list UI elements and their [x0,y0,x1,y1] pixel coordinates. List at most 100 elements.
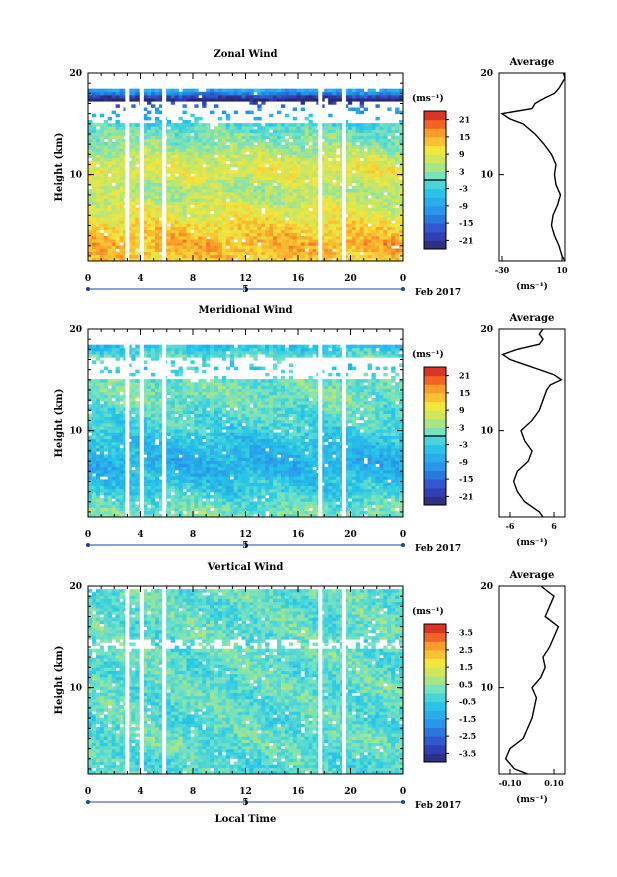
heat-cell [336,223,340,227]
heat-cell [297,504,301,508]
heat-cell [108,142,112,146]
heat-cell [395,252,399,256]
heat-cell [261,227,265,231]
heat-cell [183,123,187,127]
heat-cell [368,230,372,234]
heat-cell [379,164,383,168]
heat-cell [246,142,250,146]
heat-cell [360,129,364,133]
heat-cell [356,220,360,224]
colorbar-segment [424,128,446,137]
heat-cell [131,227,135,231]
heat-cell [257,501,261,505]
heat-cell [246,136,250,140]
heat-cell [234,214,238,218]
heat-cell [269,495,273,499]
heat-cell [100,145,104,149]
heat-cell [226,186,230,190]
heat-cell [226,192,230,196]
heat-cell [222,508,226,512]
heat-cell [202,167,206,171]
heat-cell [383,158,387,162]
heat-cell [249,236,253,240]
heat-cell [214,239,218,243]
heat-cell [305,92,309,96]
heat-cell [242,252,246,256]
heat-cell [194,126,198,130]
heat-cell [375,167,379,171]
heat-cell [253,230,257,234]
heat-cell [277,498,281,502]
heat-cell [183,145,187,149]
heat-cell [151,211,155,215]
heat-cell [108,170,112,174]
colorbar-tick-label: -9 [459,201,468,211]
heat-cell [395,136,399,140]
heat-cell [328,145,332,149]
heat-cell [372,89,376,93]
heat-cell [108,164,112,168]
heat-cell [289,230,293,234]
heat-cell [301,151,305,155]
heat-cell [147,176,151,180]
heat-cell [273,161,277,165]
heat-cell [206,154,210,158]
heat-cell [92,498,96,502]
heat-cell [375,217,379,221]
heat-cell [277,489,281,493]
heat-cell [92,495,96,499]
heat-cell [88,242,92,246]
heat-cell [293,142,297,146]
heat-cell [183,227,187,231]
heat-cell [175,195,179,199]
heat-cell [100,220,104,224]
heat-cell [222,129,226,133]
heat-cell [257,107,261,111]
heat-cell [234,501,238,505]
heat-cell [214,104,218,108]
heat-cell [395,233,399,237]
heat-cell [108,252,112,256]
heat-cell [186,483,190,487]
heat-cell [183,98,187,102]
heat-cell [112,248,116,252]
heat-cell [222,489,226,493]
heat-cell [360,111,364,115]
heat-cell [395,98,399,102]
heat-cell [364,161,368,165]
heat-cell [257,479,261,483]
heat-cell [100,98,104,102]
heat-cell [332,167,336,171]
heat-cell [360,492,364,496]
heat-cell [332,164,336,168]
heat-cell [194,161,198,165]
heat-cell [155,198,159,202]
heat-cell [265,508,269,512]
heat-cell [104,501,108,505]
heat-cell [352,205,356,209]
heat-cell [277,233,281,237]
heat-cell [246,227,250,231]
colorbar-segment [424,120,446,129]
heat-cell [356,479,360,483]
heat-cell [100,498,104,502]
heat-cell [368,233,372,237]
heat-cell [206,133,210,137]
heat-cell [147,205,151,209]
heat-cell [198,227,202,231]
heat-cell [120,486,124,490]
heat-cell [88,154,92,158]
heat-cell [395,230,399,234]
heat-cell [202,192,206,196]
heat-cell [198,255,202,259]
heat-cell [175,154,179,158]
heat-cell [120,154,124,158]
heat-cell [383,489,387,493]
heat-cell [230,486,234,490]
heat-cell [147,142,151,146]
heat-cell [372,501,376,505]
heat-cell [226,208,230,212]
heat-cell [249,98,253,102]
heat-cell [206,142,210,146]
heat-cell [151,201,155,205]
